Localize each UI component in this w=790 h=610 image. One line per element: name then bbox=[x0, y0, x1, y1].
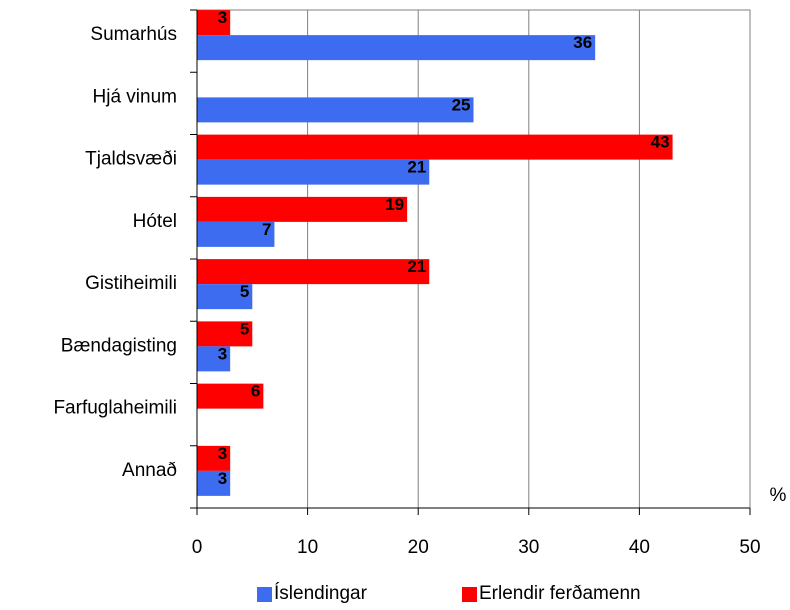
bar bbox=[197, 221, 275, 247]
legend-swatch bbox=[462, 587, 477, 602]
x-axis-label: % bbox=[770, 485, 787, 506]
value-label: 19 bbox=[385, 195, 404, 214]
value-label: 36 bbox=[573, 33, 592, 52]
bar bbox=[197, 97, 474, 123]
value-label: 7 bbox=[262, 220, 271, 239]
bar bbox=[197, 321, 253, 347]
value-label: 3 bbox=[218, 444, 227, 463]
y-tick-label: Hótel bbox=[133, 211, 177, 232]
bar bbox=[197, 10, 231, 36]
y-tick-label: Farfuglaheimili bbox=[53, 398, 177, 419]
value-label: 21 bbox=[407, 158, 426, 177]
plot-frame bbox=[196, 9, 751, 509]
x-tick-label: 40 bbox=[629, 537, 650, 558]
legend-label: Erlendir ferðamenn bbox=[479, 583, 641, 604]
value-label: 6 bbox=[251, 382, 260, 401]
value-label: 3 bbox=[218, 344, 227, 363]
value-label: 3 bbox=[218, 469, 227, 488]
bar bbox=[197, 134, 673, 160]
bar bbox=[197, 346, 231, 372]
value-label: 21 bbox=[407, 257, 426, 276]
y-tick-label: Sumarhús bbox=[90, 24, 177, 45]
bar bbox=[197, 196, 408, 222]
x-tick-label: 10 bbox=[297, 537, 318, 558]
bar bbox=[197, 159, 430, 185]
bar bbox=[197, 383, 264, 409]
x-tick-label: 50 bbox=[739, 537, 760, 558]
value-label: 3 bbox=[218, 8, 227, 27]
y-tick-label: Annað bbox=[122, 460, 177, 481]
y-tick-label: Gistiheimili bbox=[85, 273, 177, 294]
value-label: 25 bbox=[452, 95, 471, 114]
value-label: 5 bbox=[240, 319, 249, 338]
x-tick-label: 20 bbox=[408, 537, 429, 558]
bar bbox=[197, 284, 253, 310]
bar bbox=[197, 35, 596, 61]
value-label: 5 bbox=[240, 282, 249, 301]
legend-swatch bbox=[257, 587, 272, 602]
bar bbox=[197, 470, 231, 496]
bar bbox=[197, 445, 231, 471]
y-tick-label: Tjaldsvæði bbox=[85, 149, 177, 170]
x-tick-label: 0 bbox=[192, 537, 203, 558]
bar bbox=[197, 259, 430, 285]
x-tick-label: 30 bbox=[518, 537, 539, 558]
legend-label: Íslendingar bbox=[274, 583, 368, 604]
y-tick-label: Bændagisting bbox=[61, 335, 177, 356]
y-tick-label: Hjá vinum bbox=[93, 86, 177, 107]
value-label: 43 bbox=[651, 133, 670, 152]
